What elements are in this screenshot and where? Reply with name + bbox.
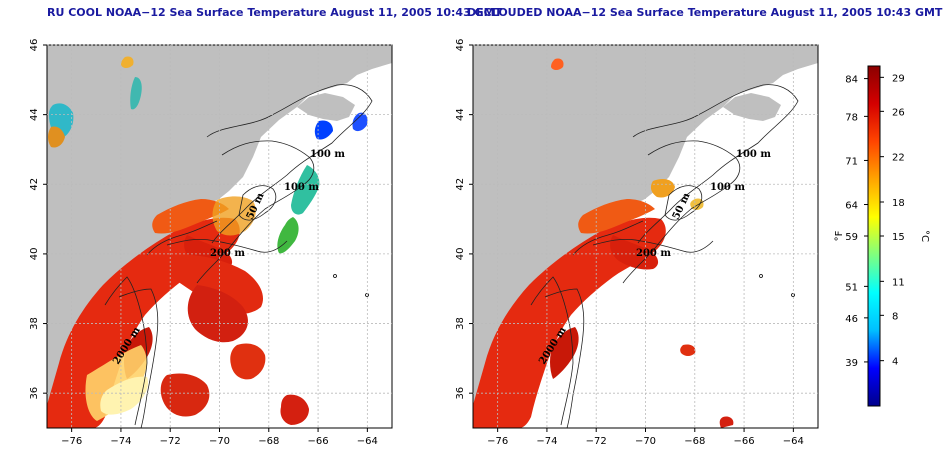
lon-tick: −66 [308,428,329,447]
left-grid [47,44,392,428]
lon-tick-label: −68 [258,436,279,447]
lat-tick-label: 40 [29,248,40,261]
lon-tick-label: −74 [536,436,557,447]
colorbar-fahrenheit-label: °F [834,230,845,241]
fahrenheit-tick-label: 78 [845,112,858,123]
lon-tick-label: −68 [684,436,705,447]
lon-tick-label: −64 [357,436,378,447]
lon-tick-label: −76 [61,436,82,447]
lon-tick: −68 [684,428,705,447]
fahrenheit-tick-label: 84 [845,75,858,86]
lat-tick-label: 44 [455,108,466,121]
lon-tick: −74 [110,428,131,447]
lon-tick: −72 [160,428,181,447]
contour-label-100m-a: 100 m [310,149,345,160]
lat-tick: 38 [29,317,47,330]
right-axis-ticks: −76 −74 −72 −70 −68 −66 −64 46 44 42 40 38 36 [455,39,804,447]
celsius-tick-label: 4 [892,357,898,368]
lat-tick: 42 [29,178,47,191]
lon-tick-label: −74 [110,436,131,447]
lat-tick: 46 [29,39,47,52]
lat-tick-label: 38 [455,317,466,330]
lat-tick: 36 [29,387,47,400]
lon-tick: −64 [357,428,378,447]
colorbar-celsius-ticks: 29 26 22 18 15 11 8 4 [880,73,905,368]
lon-tick-label: −66 [308,436,329,447]
right-grid [473,44,818,428]
lat-tick: 46 [455,39,473,52]
celsius-tick-label: 15 [892,232,905,243]
contour-label-200m: 200 m [636,248,671,259]
celsius-tick-label: 29 [892,73,905,84]
lat-tick: 40 [29,248,47,261]
contour-label-100m-a: 100 m [736,149,771,160]
contour-label-200m: 200 m [210,248,245,259]
lat-tick-label: 44 [29,108,40,121]
fahrenheit-tick-label: 64 [845,201,858,212]
colorbar-gradient [867,65,881,407]
contour-label-100m-b: 100 m [710,182,745,193]
lon-tick: −76 [487,428,508,447]
lat-tick: 40 [455,248,473,261]
fahrenheit-tick-label: 51 [845,282,858,293]
lon-tick: −70 [635,428,656,447]
celsius-tick-label: 18 [892,198,905,209]
lat-tick-label: 46 [455,39,466,52]
lat-tick-label: 46 [29,39,40,52]
lat-tick: 42 [455,178,473,191]
fahrenheit-tick-label: 71 [845,156,858,167]
lat-tick: 44 [455,108,473,121]
celsius-tick-label: 26 [892,107,905,118]
left-panel-title: RU COOL NOAA−12 Sea Surface Temperature … [47,6,503,19]
colorbar-fahrenheit-ticks: 84 78 71 64 59 51 46 39 [845,75,868,369]
lat-tick-label: 36 [455,387,466,400]
lon-tick-label: −70 [209,436,230,447]
lat-tick-label: 42 [29,178,40,191]
lat-tick: 38 [455,317,473,330]
lon-tick-label: −76 [487,436,508,447]
lon-tick: −72 [586,428,607,447]
lon-tick-label: −70 [635,436,656,447]
fahrenheit-tick-label: 59 [845,232,858,243]
colorbar-celsius-label: °C [919,230,930,242]
lon-tick-label: −64 [783,436,804,447]
lon-tick: −68 [258,428,279,447]
lat-tick-label: 36 [29,387,40,400]
fahrenheit-tick-label: 39 [845,358,858,369]
lon-tick-label: −72 [586,436,607,447]
lon-tick: −64 [783,428,804,447]
lon-tick-label: −72 [160,436,181,447]
fahrenheit-tick-label: 46 [845,314,858,325]
lat-tick: 44 [29,108,47,121]
lon-tick: −66 [734,428,755,447]
lon-tick: −74 [536,428,557,447]
lat-tick-label: 38 [29,317,40,330]
left-axis-ticks: −76 −74 −72 −70 −68 −66 −64 46 44 42 40 38 36 [29,39,378,447]
lon-tick-label: −66 [734,436,755,447]
right-panel-title: DECLOUDED NOAA−12 Sea Surface Temperatur… [467,6,943,19]
celsius-tick-label: 22 [892,153,905,164]
lon-tick: −76 [61,428,82,447]
lat-tick: 36 [455,387,473,400]
celsius-tick-label: 8 [892,311,898,322]
celsius-tick-label: 11 [892,277,905,288]
lon-tick: −70 [209,428,230,447]
lat-tick-label: 40 [455,248,466,261]
contour-label-100m-b: 100 m [284,182,319,193]
lat-tick-label: 42 [455,178,466,191]
